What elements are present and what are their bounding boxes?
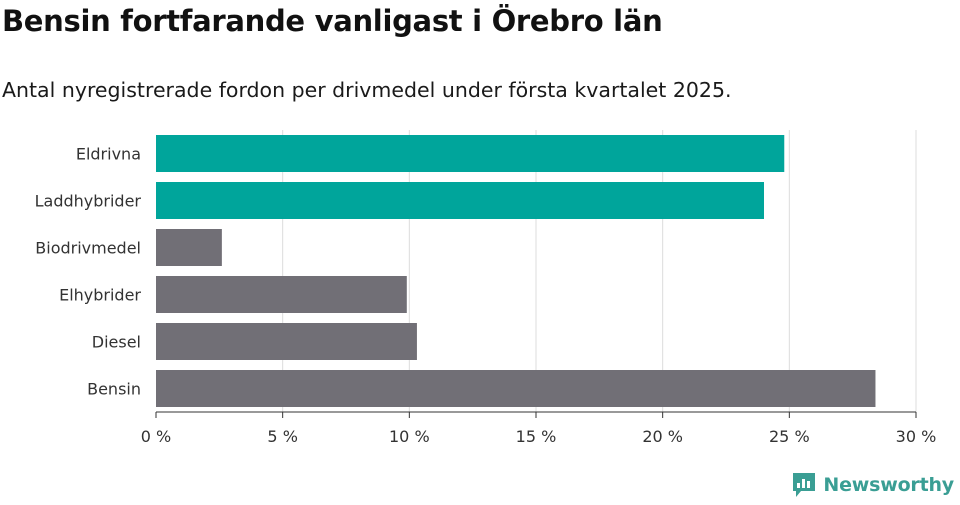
brand-logo: Newsworthy (791, 471, 954, 499)
category-label: Diesel (92, 333, 141, 352)
x-tick-label: 0 % (141, 427, 171, 446)
x-tick-label: 30 % (896, 427, 937, 446)
bar-elhybrider (156, 276, 407, 313)
category-labels: Eldrivna Laddhybrider Biodrivmedel Elhybrid… (35, 145, 142, 399)
brand-name: Newsworthy (823, 474, 954, 496)
grid-lines (282, 130, 917, 412)
category-label: Laddhybrider (35, 192, 142, 211)
x-tick-label: 10 % (389, 427, 430, 446)
category-label: Bensin (87, 380, 141, 399)
x-tick-label: 15 % (516, 427, 557, 446)
bar-bensin (156, 370, 876, 407)
bar-laddhybrider (156, 182, 764, 219)
x-tick-label: 20 % (642, 427, 683, 446)
category-label: Elhybrider (59, 286, 141, 305)
bar-biodrivmedel (156, 229, 222, 266)
bar-chart-logo-icon (793, 473, 816, 497)
chart-title: Bensin fortfarande vanligast i Örebro lä… (2, 4, 663, 38)
bar-eldrivna (156, 135, 785, 172)
bar-diesel (156, 323, 417, 360)
category-label: Eldrivna (76, 145, 141, 164)
bars (156, 135, 876, 407)
category-label: Biodrivmedel (35, 239, 141, 258)
bar-chart: 0 % 5 % 10 % 15 % 20 % 25 % 30 % Eldrivna Laddh… (35, 130, 937, 446)
x-tick-label: 25 % (769, 427, 810, 446)
x-tick-label: 5 % (267, 427, 297, 446)
chart-subtitle: Antal nyregistrerade fordon per drivmede… (2, 78, 732, 102)
x-axis: 0 % 5 % 10 % 15 % 20 % 25 % 30 % (141, 411, 937, 446)
